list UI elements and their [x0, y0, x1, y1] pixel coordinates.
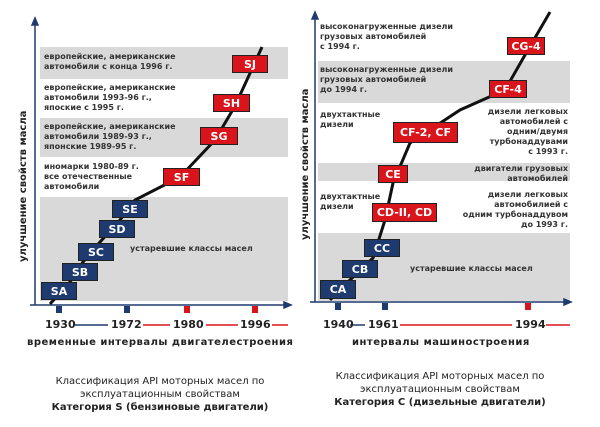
- class-cg-4: CG-4: [507, 37, 545, 55]
- band-label: дизели легковых автомобилией с одним турбо…: [462, 190, 568, 229]
- band-label: двухтактные дизели: [320, 192, 381, 211]
- year-label: 1996: [240, 318, 271, 331]
- y-axis-title: улучшение свойств масла: [18, 110, 29, 262]
- tick: [56, 306, 62, 313]
- caption-category: Категория S (бензиновые двигатели): [51, 402, 269, 413]
- class-sh: SH: [213, 94, 250, 112]
- year-label: 1940: [323, 318, 354, 331]
- caption-line: эксплуатационным свойствам: [80, 389, 240, 400]
- tick: [252, 306, 258, 313]
- class-ca: CA: [320, 280, 356, 299]
- tick: [124, 306, 130, 313]
- band-label: европейские, американские автомобили с ко…: [44, 52, 176, 71]
- year-label: 1980: [173, 318, 204, 331]
- tick: [335, 303, 341, 310]
- class-sd: SD: [99, 220, 135, 238]
- band-label: высоконагруженные дизели грузовых автомоб…: [320, 65, 453, 94]
- caption-right: Классификация API моторных масел по эксп…: [300, 370, 580, 409]
- class-sg: SG: [200, 127, 238, 145]
- year-label: 1994: [515, 318, 546, 331]
- class-cd: CD-II, CD: [372, 203, 437, 222]
- class-cf: CF-2, CF: [393, 122, 458, 143]
- year-label: 1972: [111, 318, 142, 331]
- class-cf-4: CF-4: [489, 80, 527, 98]
- caption-line: Классификация API моторных масел по: [55, 376, 265, 387]
- year-label: 1961: [368, 318, 399, 331]
- class-ce: CE: [378, 165, 408, 183]
- class-sb: SB: [62, 263, 98, 281]
- band-label: дизели легковых автомобилей с одним/двумя т…: [487, 107, 568, 156]
- x-axis-title: временные интервалы двигателестроения: [27, 337, 294, 348]
- class-sf: SF: [163, 168, 200, 186]
- tick: [525, 303, 531, 310]
- band-label: устаревшие классы масел: [130, 244, 253, 253]
- band-label: устаревшие классы масел: [410, 264, 533, 273]
- class-cc: CC: [364, 239, 400, 257]
- band-label: двухтактные дизели: [320, 110, 381, 129]
- x-axis-title: интервалы машиностроения: [352, 337, 530, 348]
- class-sa: SA: [41, 282, 77, 300]
- y-axis-title: улучшение свойств масла: [300, 88, 311, 240]
- tick: [184, 306, 190, 313]
- band-label: иномарки 1980-89 г. все отечественные авто…: [44, 162, 139, 191]
- caption-left: Классификация API моторных масел по эксп…: [20, 375, 300, 414]
- caption-line: эксплуатационным свойствам: [360, 384, 520, 395]
- band-label: европейские, американские автомобили 1993…: [44, 83, 176, 112]
- band: [40, 118, 288, 157]
- tick: [382, 303, 388, 310]
- caption-line: Классификация API моторных масел по: [335, 371, 545, 382]
- class-sj: SJ: [232, 55, 268, 73]
- year-label: 1930: [45, 318, 76, 331]
- band-label: высоконагруженные дизели грузовых автомоб…: [320, 22, 453, 51]
- band-label: европейские, американские автомобили 1989…: [44, 122, 176, 151]
- caption-category: Категория С (дизельные двигатели): [334, 397, 546, 408]
- band-label: двигатели грузовых автомобилей: [474, 164, 568, 183]
- class-cb: CB: [342, 260, 378, 278]
- class-se: SE: [112, 200, 148, 218]
- class-sc: SC: [78, 243, 114, 261]
- band: [318, 61, 570, 103]
